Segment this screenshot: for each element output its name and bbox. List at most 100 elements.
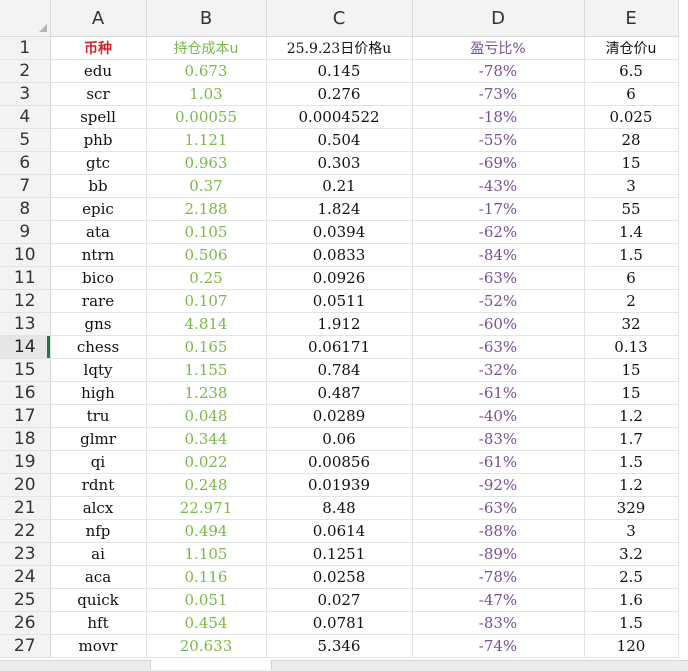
cell-pnl[interactable]: -63% — [412, 335, 585, 359]
cell-coin[interactable]: epic — [50, 197, 147, 221]
cell-pnl[interactable]: -78% — [412, 59, 585, 83]
cell-cost[interactable]: 0.344 — [146, 427, 267, 451]
cell-cost[interactable]: 1.155 — [146, 358, 267, 382]
cell-coin[interactable]: aca — [50, 565, 147, 589]
cell-price[interactable]: 0.01939 — [266, 473, 413, 497]
cell-price[interactable]: 0.784 — [266, 358, 413, 382]
cell-cost[interactable]: 0.00055 — [146, 105, 267, 129]
cell-exit-price[interactable]: 1.5 — [584, 243, 679, 267]
cell-price[interactable]: 0.06 — [266, 427, 413, 451]
cell-pnl[interactable]: -61% — [412, 381, 585, 405]
cell-pnl[interactable]: -61% — [412, 450, 585, 474]
row-header[interactable]: 15 — [0, 358, 51, 382]
row-header[interactable]: 4 — [0, 105, 51, 129]
cell-coin[interactable]: scr — [50, 82, 147, 106]
cell-exit-price[interactable]: 1.4 — [584, 220, 679, 244]
cell-exit-price[interactable]: 28 — [584, 128, 679, 152]
cell-pnl[interactable]: -73% — [412, 82, 585, 106]
cell-coin[interactable]: spell — [50, 105, 147, 129]
cell-coin[interactable]: movr — [50, 634, 147, 658]
cell-exit-price[interactable]: 1.2 — [584, 473, 679, 497]
cell-price[interactable]: 0.00856 — [266, 450, 413, 474]
row-header[interactable]: 13 — [0, 312, 51, 336]
cell-price[interactable]: 0.0511 — [266, 289, 413, 313]
cell-cost[interactable]: 1.03 — [146, 82, 267, 106]
cell-cost[interactable]: 0.022 — [146, 450, 267, 474]
select-all-corner[interactable] — [0, 0, 51, 37]
cell-coin[interactable]: ata — [50, 220, 147, 244]
cell-pnl[interactable]: -63% — [412, 496, 585, 520]
cell-cost[interactable]: 2.188 — [146, 197, 267, 221]
cell-coin[interactable]: qi — [50, 450, 147, 474]
cell-price[interactable]: 5.346 — [266, 634, 413, 658]
cell-pnl[interactable]: -60% — [412, 312, 585, 336]
cell-pnl[interactable]: -55% — [412, 128, 585, 152]
cell-price[interactable]: 0.0833 — [266, 243, 413, 267]
cell-price[interactable]: 0.0394 — [266, 220, 413, 244]
cell-exit-price[interactable]: 2 — [584, 289, 679, 313]
row-header[interactable]: 25 — [0, 588, 51, 612]
cell-exit-price[interactable]: 1.5 — [584, 450, 679, 474]
cell-coin[interactable]: high — [50, 381, 147, 405]
cell-price[interactable]: 8.48 — [266, 496, 413, 520]
row-header[interactable]: 24 — [0, 565, 51, 589]
column-header-e[interactable]: E — [584, 0, 679, 37]
column-header-c[interactable]: C — [266, 0, 413, 37]
cell-exit-price[interactable]: 15 — [584, 381, 679, 405]
cell-cost[interactable]: 0.454 — [146, 611, 267, 635]
cell-price[interactable]: 0.0926 — [266, 266, 413, 290]
cell-coin[interactable]: alcx — [50, 496, 147, 520]
cell-coin[interactable]: rare — [50, 289, 147, 313]
cell-cost[interactable]: 0.673 — [146, 59, 267, 83]
cell-pnl[interactable]: -17% — [412, 197, 585, 221]
row-header[interactable]: 3 — [0, 82, 51, 106]
cell-cost[interactable]: 1.238 — [146, 381, 267, 405]
cell-cost[interactable]: 4.814 — [146, 312, 267, 336]
cell-cost[interactable]: 0.051 — [146, 588, 267, 612]
cell-price[interactable]: 0.504 — [266, 128, 413, 152]
cell-pnl[interactable]: -47% — [412, 588, 585, 612]
cell-exit-price[interactable]: 120 — [584, 634, 679, 658]
cell-exit-price-header[interactable]: 清仓价u — [584, 36, 679, 60]
cell-cost[interactable]: 0.494 — [146, 519, 267, 543]
cell-price[interactable]: 0.0614 — [266, 519, 413, 543]
cell-coin[interactable]: bico — [50, 266, 147, 290]
cell-exit-price[interactable]: 1.7 — [584, 427, 679, 451]
row-header[interactable]: 18 — [0, 427, 51, 451]
column-header-b[interactable]: B — [146, 0, 267, 37]
row-header[interactable]: 12 — [0, 289, 51, 313]
cell-exit-price[interactable]: 3 — [584, 174, 679, 198]
cell-coin[interactable]: tru — [50, 404, 147, 428]
row-header[interactable]: 21 — [0, 496, 51, 520]
row-header[interactable]: 20 — [0, 473, 51, 497]
cell-pnl[interactable]: -83% — [412, 427, 585, 451]
cell-coin[interactable]: hft — [50, 611, 147, 635]
cell-coin[interactable]: rdnt — [50, 473, 147, 497]
cell-exit-price[interactable]: 3 — [584, 519, 679, 543]
cell-coin[interactable]: lqty — [50, 358, 147, 382]
cell-pnl[interactable]: -84% — [412, 243, 585, 267]
cell-price[interactable]: 0.21 — [266, 174, 413, 198]
cell-coin[interactable]: gtc — [50, 151, 147, 175]
cell-cost[interactable]: 0.506 — [146, 243, 267, 267]
cell-exit-price[interactable]: 329 — [584, 496, 679, 520]
cell-coin[interactable]: bb — [50, 174, 147, 198]
cell-coin[interactable]: ai — [50, 542, 147, 566]
cell-price[interactable]: 0.027 — [266, 588, 413, 612]
row-header[interactable]: 1 — [0, 36, 51, 60]
cell-price[interactable]: 0.303 — [266, 151, 413, 175]
cell-price[interactable]: 0.06171 — [266, 335, 413, 359]
cell-price[interactable]: 1.824 — [266, 197, 413, 221]
cell-price-header[interactable]: 25.9.23日价格u — [266, 36, 413, 60]
cell-cost[interactable]: 22.971 — [146, 496, 267, 520]
row-header[interactable]: 2 — [0, 59, 51, 83]
row-header[interactable]: 16 — [0, 381, 51, 405]
row-header[interactable]: 27 — [0, 634, 51, 658]
cell-exit-price[interactable]: 1.5 — [584, 611, 679, 635]
row-header[interactable]: 23 — [0, 542, 51, 566]
row-header[interactable]: 5 — [0, 128, 51, 152]
cell-pnl[interactable]: -74% — [412, 634, 585, 658]
cell-exit-price[interactable]: 6.5 — [584, 59, 679, 83]
row-header[interactable]: 7 — [0, 174, 51, 198]
cell-price[interactable]: 1.912 — [266, 312, 413, 336]
